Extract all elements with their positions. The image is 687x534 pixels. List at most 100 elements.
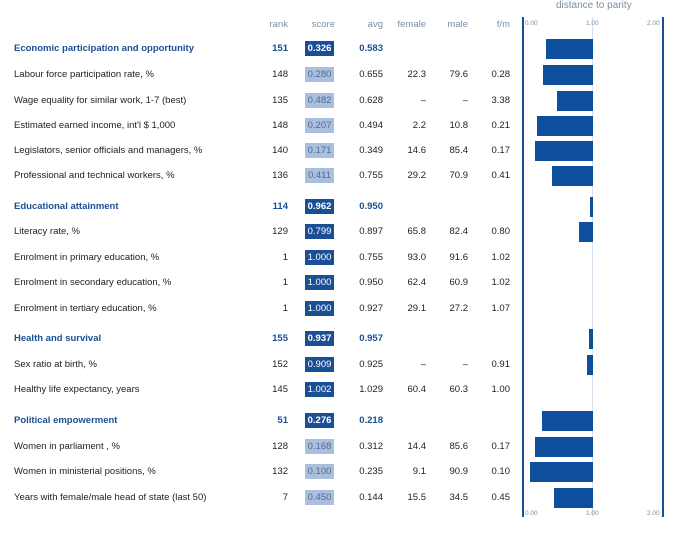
section-label: Political empowerment xyxy=(14,415,118,426)
indicator-row: Sex ratio at birth, % 152 0.925 – – 0.91 0.909 xyxy=(0,352,687,377)
score-box: 0.411 xyxy=(305,168,334,183)
indicator-label: Women in ministerial positions, % xyxy=(14,466,156,477)
avg-cell: 0.312 xyxy=(359,441,383,452)
section-label: Health and survival xyxy=(14,333,102,344)
distance-bar xyxy=(535,437,593,457)
female-cell: 14.6 xyxy=(407,145,427,156)
avg-cell: 0.349 xyxy=(359,145,383,156)
rank-cell: 152 xyxy=(272,359,288,370)
avg-cell: 0.755 xyxy=(359,252,383,263)
female-cell: 14.4 xyxy=(407,441,427,452)
score-header: score xyxy=(311,19,335,30)
rank-cell: 1 xyxy=(282,277,288,288)
parity-chart: 0.00 1.00 2.00 0.00 1.00 2.00 xyxy=(522,17,664,517)
fm-cell: 1.02 xyxy=(491,277,511,288)
avg-cell: 1.029 xyxy=(359,384,383,395)
fm-cell: 0.91 xyxy=(491,359,511,370)
avg-cell: 0.235 xyxy=(359,466,383,477)
indicator-row: Enrolment in primary education, % 1 0.755 9… xyxy=(0,245,687,270)
score-box: 0.326 xyxy=(305,41,334,56)
male-cell: 60.9 xyxy=(449,277,469,288)
rank-cell: 136 xyxy=(272,170,288,181)
rank-cell: 155 xyxy=(272,333,288,344)
female-cell: 9.1 xyxy=(412,466,426,477)
rank-header: rank xyxy=(269,19,288,30)
distance-bar xyxy=(587,355,593,375)
avg-cell: 0.583 xyxy=(359,43,383,54)
female-cell: 65.8 xyxy=(407,226,427,237)
indicator-row: Estimated earned income, int'l $ 1,000 14… xyxy=(0,113,687,138)
indicator-row: Healthy life expectancy, years 145 1.029 60… xyxy=(0,377,687,402)
indicator-label: Estimated earned income, int'l $ 1,000 xyxy=(14,120,176,131)
rank-cell: 132 xyxy=(272,466,288,477)
indicator-label: Sex ratio at birth, % xyxy=(14,359,97,370)
indicator-row: Enrolment in secondary education, % 1 0.95… xyxy=(0,270,687,295)
section-label: Educational attainment xyxy=(14,201,119,212)
indicator-label: Wage equality for similar work, 1-7 (bes… xyxy=(14,95,187,106)
male-cell: 70.9 xyxy=(449,170,469,181)
rank-cell: 114 xyxy=(272,201,288,212)
female-cell: 2.2 xyxy=(412,120,426,131)
score-box: 0.280 xyxy=(305,67,334,82)
indicator-row: Legislators, senior officials and manage… xyxy=(0,138,687,163)
axis-max-line xyxy=(662,17,664,517)
rank-cell: 148 xyxy=(272,69,288,80)
score-box: 0.100 xyxy=(305,464,334,479)
male-cell: 27.2 xyxy=(449,303,469,314)
rank-cell: 7 xyxy=(282,492,288,503)
tick-bottom-0: 0.00 xyxy=(525,510,538,517)
avg-cell: 0.755 xyxy=(359,170,383,181)
avg-cell: 0.897 xyxy=(359,226,383,237)
indicator-row: Wage equality for similar work, 1-7 (bes… xyxy=(0,88,687,113)
distance-bar xyxy=(589,329,593,349)
tick-top-1: 1.00 xyxy=(586,20,599,27)
tick-bottom-2: 2.00 xyxy=(647,510,660,517)
section-row: Political empowerment 51 0.218 0.276 xyxy=(0,408,687,433)
male-cell: 85.6 xyxy=(449,441,469,452)
indicator-label: Professional and technical workers, % xyxy=(14,170,175,181)
avg-cell: 0.218 xyxy=(359,415,383,426)
section-row: Educational attainment 114 0.950 0.962 xyxy=(0,194,687,219)
fm-cell: 1.02 xyxy=(491,252,511,263)
indicator-label: Healthy life expectancy, years xyxy=(14,384,140,395)
score-box: 0.168 xyxy=(305,439,334,454)
male-cell: 34.5 xyxy=(449,492,469,503)
female-cell: 62.4 xyxy=(407,277,427,288)
male-header: male xyxy=(447,19,468,30)
female-cell: 22.3 xyxy=(407,69,427,80)
indicator-row: Labour force participation rate, % 148 0.6… xyxy=(0,62,687,87)
female-cell: – xyxy=(420,95,426,106)
indicator-label: Enrolment in primary education, % xyxy=(14,252,160,263)
score-box: 0.482 xyxy=(305,93,334,108)
male-cell: 85.4 xyxy=(449,145,469,156)
male-cell: 79.6 xyxy=(449,69,469,80)
fm-cell: 0.80 xyxy=(491,226,511,237)
male-cell: 82.4 xyxy=(449,226,469,237)
distance-bar xyxy=(546,39,593,59)
fm-cell: 1.07 xyxy=(491,303,511,314)
rank-cell: 151 xyxy=(272,43,288,54)
male-cell: – xyxy=(462,95,468,106)
avg-cell: 0.494 xyxy=(359,120,383,131)
distance-bar xyxy=(590,197,593,217)
indicator-label: Enrolment in tertiary education, % xyxy=(14,303,157,314)
score-box: 0.276 xyxy=(305,413,334,428)
tick-top-0: 0.00 xyxy=(525,20,538,27)
distance-bar xyxy=(543,65,593,85)
avg-cell: 0.950 xyxy=(359,277,383,288)
score-box: 0.171 xyxy=(305,143,334,158)
female-header: female xyxy=(397,19,426,30)
avg-cell: 0.144 xyxy=(359,492,383,503)
avg-cell: 0.927 xyxy=(359,303,383,314)
score-box: 0.799 xyxy=(305,224,334,239)
section-row: Economic participation and opportunity 15… xyxy=(0,36,687,61)
rank-cell: 129 xyxy=(272,226,288,237)
indicator-label: Literacy rate, % xyxy=(14,226,80,237)
distance-bar xyxy=(537,116,593,136)
score-box: 1.002 xyxy=(305,382,334,397)
female-cell: 60.4 xyxy=(407,384,427,395)
rank-cell: 1 xyxy=(282,303,288,314)
score-box: 0.937 xyxy=(305,331,334,346)
score-box: 0.450 xyxy=(305,490,334,505)
rank-cell: 140 xyxy=(272,145,288,156)
